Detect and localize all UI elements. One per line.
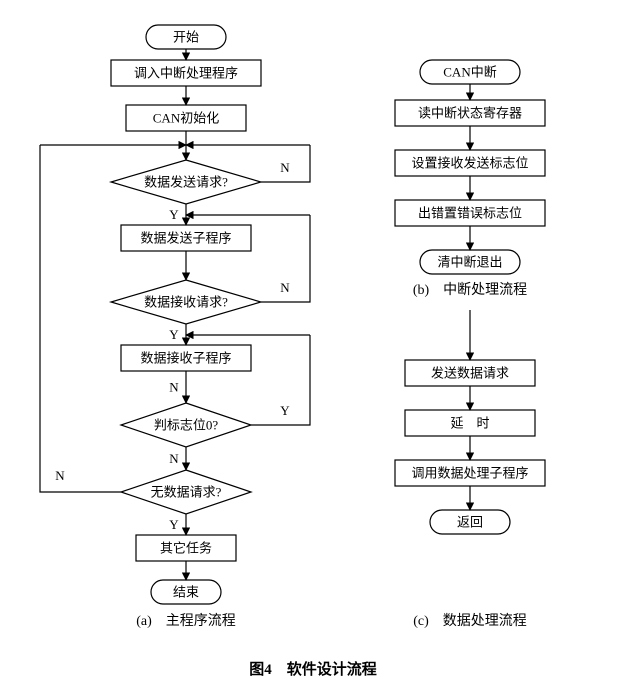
svg-text:清中断退出: 清中断退出 [437, 255, 502, 270]
svg-text:数据接收子程序: 数据接收子程序 [140, 351, 231, 366]
flow-node: 设置接收发送标志位 [395, 150, 545, 176]
svg-text:调入中断处理程序: 调入中断处理程序 [134, 66, 238, 81]
flow-node: CAN初始化 [126, 105, 246, 131]
svg-text:N: N [280, 160, 290, 175]
svg-text:开始: 开始 [173, 30, 199, 45]
flow-node: 发送数据请求 [405, 360, 535, 386]
flow-node: 开始 [146, 25, 226, 49]
flow-node: 读中断状态寄存器 [395, 100, 545, 126]
svg-text:(b) 中断处理流程: (b) 中断处理流程 [413, 282, 527, 298]
svg-text:延 时: 延 时 [450, 416, 489, 431]
svg-text:N: N [169, 380, 179, 395]
flow-node: CAN中断 [420, 60, 520, 84]
svg-text:数据发送子程序: 数据发送子程序 [140, 231, 231, 246]
figure-caption: 图4 软件设计流程 [10, 658, 616, 679]
svg-text:Y: Y [280, 403, 290, 418]
flow-node: 返回 [430, 510, 510, 534]
flow-node: 调用数据处理子程序 [395, 460, 545, 486]
flow-node: 无数据请求? [121, 470, 251, 514]
flow-node: 数据发送请求? [111, 160, 261, 204]
flow-node: 数据发送子程序 [121, 225, 251, 251]
flow-node: 其它任务 [136, 535, 236, 561]
svg-text:(a) 主程序流程: (a) 主程序流程 [136, 613, 236, 629]
flow-node: 判标志位0? [121, 403, 251, 447]
svg-text:判标志位0?: 判标志位0? [154, 418, 219, 433]
svg-text:调用数据处理子程序: 调用数据处理子程序 [411, 466, 528, 481]
svg-text:Y: Y [169, 327, 179, 342]
svg-text:CAN初始化: CAN初始化 [153, 111, 219, 126]
svg-text:设置接收发送标志位: 设置接收发送标志位 [411, 156, 528, 171]
svg-text:其它任务: 其它任务 [160, 541, 212, 556]
flow-node: 清中断退出 [420, 250, 520, 274]
svg-text:N: N [55, 468, 65, 483]
svg-text:返回: 返回 [457, 515, 483, 530]
flow-node: 数据接收请求? [111, 280, 261, 324]
svg-text:Y: Y [169, 517, 179, 532]
flowchart-diagram: 开始调入中断处理程序 CAN初始化数据发送请求? 数据发送子程序数据接收请求? 数据接… [10, 10, 626, 650]
svg-text:N: N [280, 280, 290, 295]
svg-text:读中断状态寄存器: 读中断状态寄存器 [418, 106, 522, 121]
svg-text:出错置错误标志位: 出错置错误标志位 [418, 206, 522, 221]
svg-text:数据发送请求?: 数据发送请求? [144, 175, 228, 190]
svg-text:结束: 结束 [173, 585, 199, 600]
svg-text:Y: Y [169, 207, 179, 222]
svg-text:数据接收请求?: 数据接收请求? [144, 295, 228, 310]
flow-node: 结束 [151, 580, 221, 604]
flow-node: 调入中断处理程序 [111, 60, 261, 86]
flow-node: 数据接收子程序 [121, 345, 251, 371]
svg-text:N: N [169, 451, 179, 466]
svg-text:无数据请求?: 无数据请求? [151, 485, 222, 500]
flow-node: 出错置错误标志位 [395, 200, 545, 226]
flow-node: 延 时 [405, 410, 535, 436]
svg-text:CAN中断: CAN中断 [443, 65, 496, 80]
svg-text:(c) 数据处理流程: (c) 数据处理流程 [413, 613, 527, 629]
svg-text:发送数据请求: 发送数据请求 [431, 366, 509, 381]
